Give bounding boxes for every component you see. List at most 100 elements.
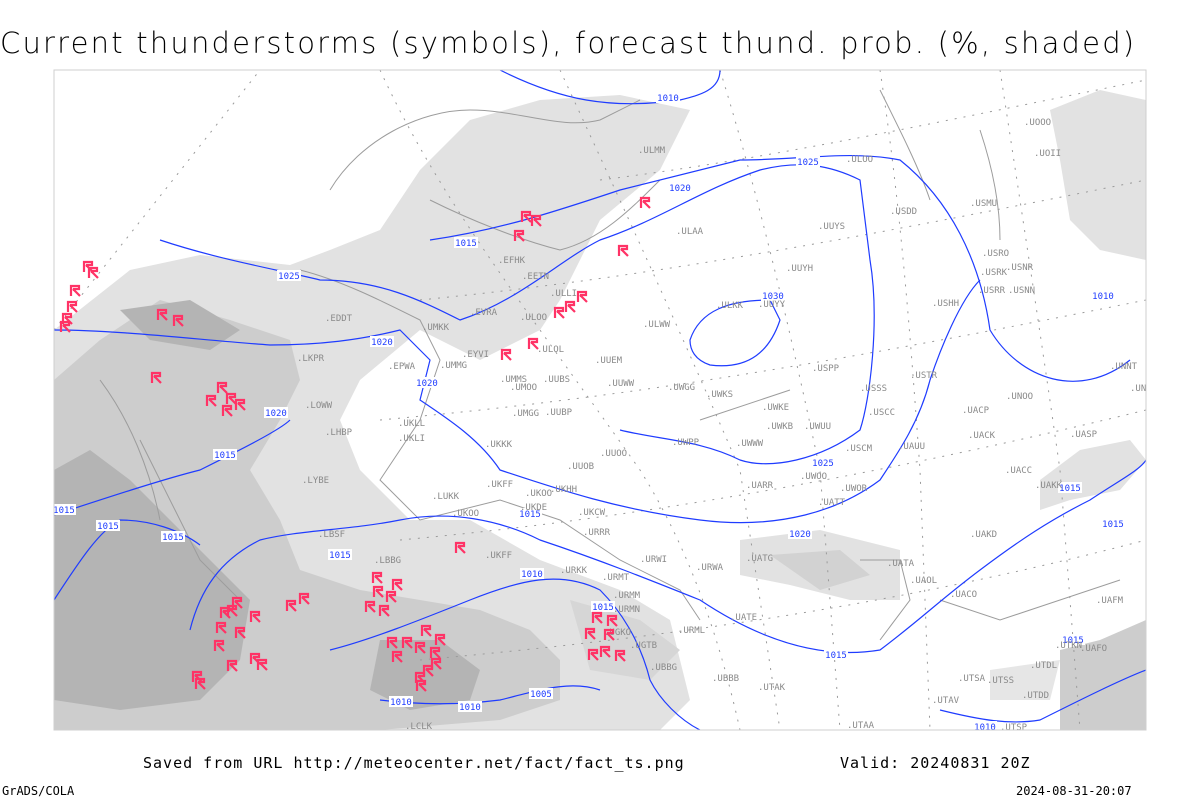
isobars bbox=[54, 70, 1146, 730]
thunderstorm-icon bbox=[69, 284, 81, 297]
isobar-label-bg bbox=[264, 407, 288, 418]
thunderstorm-icon bbox=[219, 606, 231, 619]
isobar-label: 1015 bbox=[1059, 484, 1081, 494]
valid-time-text: Valid: 20240831 20Z bbox=[840, 754, 1031, 772]
isobar-label-bg bbox=[277, 270, 301, 281]
station-label: .UWOR bbox=[840, 484, 868, 494]
station-label: .LBSF bbox=[318, 530, 345, 540]
station-label: .USSS bbox=[860, 384, 887, 394]
thunderstorm-icon bbox=[513, 229, 525, 242]
thunderstorm-icon bbox=[59, 320, 71, 333]
thunderstorm-icon bbox=[221, 404, 233, 417]
station-label: .UUOB bbox=[567, 462, 594, 472]
station-label: .UKOO bbox=[452, 509, 479, 519]
station-label: .UAFO bbox=[1080, 644, 1107, 654]
isobar-label: 1015 bbox=[53, 506, 75, 516]
station-label: .UTKN bbox=[1055, 641, 1082, 651]
thunderstorm-icon bbox=[213, 639, 225, 652]
station-label: .UKFF bbox=[485, 551, 512, 561]
thunderstorm-icon bbox=[385, 590, 397, 603]
station-label: .UUYY bbox=[758, 300, 786, 310]
thunderstorm-icon bbox=[225, 392, 237, 405]
thunderstorm-icon bbox=[599, 645, 611, 658]
isobar-label: 1020 bbox=[789, 530, 811, 540]
station-label: .UBBB bbox=[712, 674, 739, 684]
timestamp-label: 2024-08-31-20:07 bbox=[1016, 784, 1132, 798]
station-label: .UTDL bbox=[1030, 661, 1057, 671]
isobar-label-bg bbox=[161, 531, 185, 542]
isobar-label-bg bbox=[458, 701, 482, 712]
station-label: .UNNT bbox=[1110, 362, 1138, 372]
thunderstorm-icon bbox=[205, 394, 217, 407]
thunderstorm-icon bbox=[378, 604, 390, 617]
station-label: .ULOO bbox=[520, 313, 547, 323]
station-label: .UKLI bbox=[398, 434, 425, 444]
station-label: .LOWW bbox=[305, 401, 333, 411]
thunderstorm-icon bbox=[617, 244, 629, 257]
station-label: .ULAA bbox=[676, 227, 704, 237]
isobar-label-bg bbox=[656, 92, 680, 103]
isobar-label: 1025 bbox=[278, 272, 300, 282]
station-label: .EVRA bbox=[470, 308, 498, 318]
isobar-label-bg bbox=[389, 696, 413, 707]
thunderstorm-icon bbox=[576, 290, 588, 303]
station-label: .USNR bbox=[1006, 263, 1034, 273]
station-label: .URMM bbox=[613, 591, 641, 601]
station-label: .UTDD bbox=[1022, 691, 1049, 701]
isobar-label-bg bbox=[824, 649, 848, 660]
station-label: .EYVI bbox=[462, 350, 489, 360]
thunderstorm-icon bbox=[216, 381, 228, 394]
station-label: .UTSS bbox=[987, 676, 1014, 686]
thunderstorm-icon bbox=[372, 585, 384, 598]
station-label: .UOOO bbox=[1024, 118, 1051, 128]
station-label: .ULKK bbox=[716, 301, 744, 311]
thunderstorm-icon bbox=[391, 578, 403, 591]
thunderstorm-icon bbox=[520, 210, 532, 223]
station-label: .UBBG bbox=[650, 663, 677, 673]
isobar-label-bg bbox=[591, 601, 615, 612]
isobar-label: 1010 bbox=[390, 698, 412, 708]
isobar-label: 1015 bbox=[97, 522, 119, 532]
map-frame bbox=[53, 69, 1147, 731]
station-label: .UNBB bbox=[1130, 384, 1157, 394]
isobar-label: 1025 bbox=[812, 459, 834, 469]
station-label: .EETN bbox=[522, 272, 549, 282]
station-label: .UKFF bbox=[486, 480, 513, 490]
station-label: .UWUU bbox=[804, 422, 831, 432]
station-label: .USPP bbox=[812, 364, 840, 374]
thunderstorm-icon bbox=[172, 314, 184, 327]
station-label: .URKK bbox=[560, 566, 588, 576]
station-label: .USMU bbox=[970, 199, 997, 209]
isobar-label-bg bbox=[1091, 290, 1115, 301]
isobar-label: 1030 bbox=[762, 292, 784, 302]
coastlines-borders bbox=[99, 89, 1121, 641]
isobar-label: 1015 bbox=[329, 551, 351, 561]
station-label: .UUOO bbox=[600, 449, 627, 459]
isobar-label-bg bbox=[668, 182, 692, 193]
isobar-label: 1015 bbox=[519, 510, 541, 520]
station-label: .UACO bbox=[950, 590, 977, 600]
thunderstorm-icon bbox=[591, 611, 603, 624]
station-label: .USCC bbox=[868, 408, 895, 418]
station-label: .ULMM bbox=[638, 146, 666, 156]
station-label: .UTAK bbox=[758, 683, 786, 693]
station-label: .USRO bbox=[982, 249, 1009, 259]
isobar-label: 1020 bbox=[669, 184, 691, 194]
isobar-label: 1015 bbox=[455, 239, 477, 249]
isobar-label-bg bbox=[328, 549, 352, 560]
isobar-label: 1015 bbox=[162, 533, 184, 543]
isobar-label: 1010 bbox=[521, 570, 543, 580]
station-label: .UKCW bbox=[578, 508, 606, 518]
isobar-label-bg bbox=[213, 449, 237, 460]
station-label: .UATG bbox=[746, 554, 773, 564]
source-url-text: Saved from URL http://meteocenter.net/fa… bbox=[143, 754, 685, 772]
station-label: .UARR bbox=[746, 481, 774, 491]
station-label: .ULLI bbox=[550, 289, 577, 299]
isobar-label-bg bbox=[520, 568, 544, 579]
station-label: .UWKB bbox=[766, 422, 793, 432]
station-label: .UAKK bbox=[1035, 481, 1063, 491]
thunderstorm-icon bbox=[150, 371, 162, 384]
thunderstorm-icon bbox=[587, 648, 599, 661]
isobar-label-bg bbox=[529, 688, 553, 699]
